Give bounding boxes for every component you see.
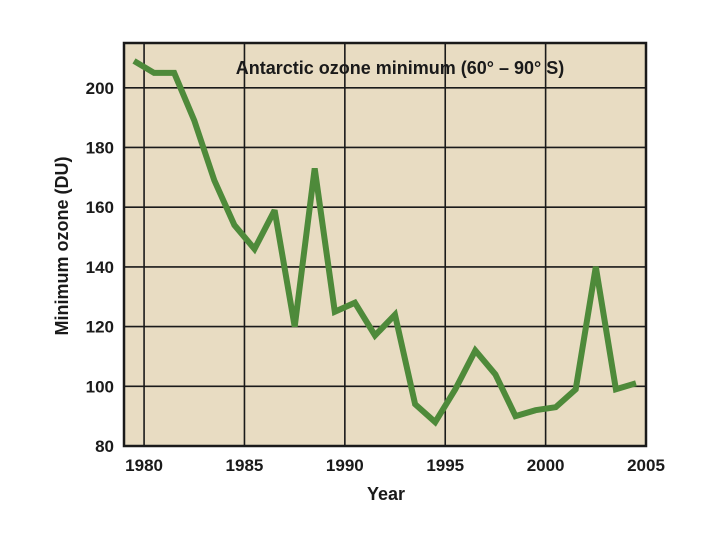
series-layer	[132, 58, 637, 427]
y-tick-label-200: 200	[86, 79, 114, 98]
x-tick-label-1985: 1985	[226, 456, 264, 475]
x-tick-label-1990: 1990	[326, 456, 364, 475]
series-line-0	[132, 58, 637, 427]
y-tick-label-180: 180	[86, 138, 114, 157]
y-tick-label-120: 120	[86, 318, 114, 337]
y-tick-label-100: 100	[86, 377, 114, 396]
x-tick-label-1995: 1995	[426, 456, 464, 475]
x-tick-label-1980: 1980	[125, 456, 163, 475]
y-tick-label-80: 80	[95, 437, 114, 456]
plot-frame	[122, 41, 648, 448]
chart-title: Antarctic ozone minimum (60° – 90° S)	[236, 58, 564, 78]
tick-labels: 1980 1985 1990 1995 2000 2005 80 100 120 140 160 18…	[86, 79, 665, 475]
x-axis-title: Year	[367, 484, 405, 504]
x-tick-label-2000: 2000	[527, 456, 565, 475]
y-tick-label-160: 160	[86, 198, 114, 217]
y-tick-label-140: 140	[86, 258, 114, 277]
x-tick-label-2005: 2005	[627, 456, 665, 475]
plot-background	[124, 43, 646, 446]
y-axis-title: Minimum ozone (DU)	[52, 157, 72, 336]
grid-lines	[124, 43, 646, 446]
